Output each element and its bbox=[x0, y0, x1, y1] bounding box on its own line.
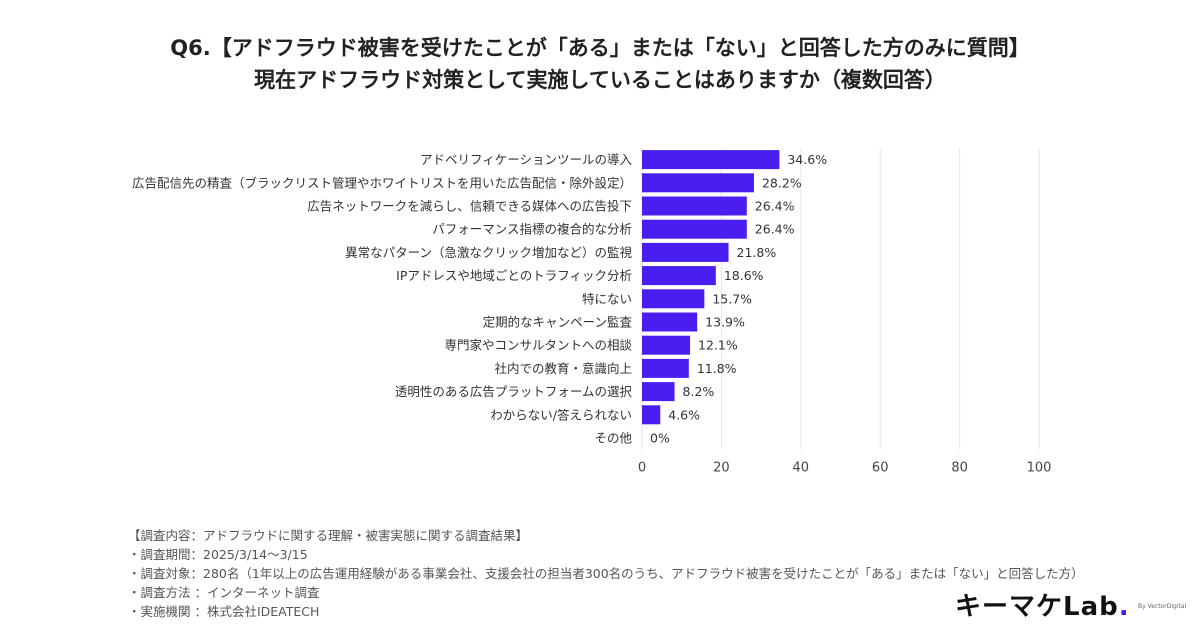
value-label: 26.4% bbox=[755, 222, 795, 237]
bar bbox=[642, 358, 689, 378]
category-label: 広告配信先の精査（ブラックリスト管理やホワイトリストを用いた広告配信・除外設定） bbox=[132, 175, 632, 190]
value-label: 13.9% bbox=[705, 315, 745, 330]
x-tick-label: 0 bbox=[638, 461, 646, 476]
chart-title-line1: Q6.【アドフラウド被害を受けたことが「ある」または「ない」と回答した方のみに質… bbox=[170, 36, 1030, 60]
category-label: パフォーマンス指標の複合的な分析 bbox=[432, 222, 632, 237]
brand-logo-dot: . bbox=[1118, 592, 1130, 622]
value-label: 15.7% bbox=[712, 291, 752, 306]
category-label: その他 bbox=[594, 431, 632, 446]
value-label: 18.6% bbox=[724, 268, 764, 283]
category-label: 異常なパターン（急激なクリック増加など）の監視 bbox=[345, 245, 632, 260]
x-tick-label: 100 bbox=[1027, 461, 1052, 476]
x-tick-label: 40 bbox=[793, 461, 810, 476]
bar bbox=[642, 312, 698, 332]
bar bbox=[642, 242, 729, 262]
value-label: 26.4% bbox=[755, 199, 795, 214]
value-label: 0% bbox=[650, 431, 670, 446]
category-label: 広告ネットワークを減らし、信頼できる媒体への広告投下 bbox=[307, 199, 632, 214]
x-tick-label: 80 bbox=[951, 461, 968, 476]
value-label: 28.2% bbox=[762, 175, 802, 190]
survey-note-org: ・実施機関 ：株式会社IDEATECH bbox=[128, 604, 320, 619]
brand-logo: キーマケLab. bbox=[955, 586, 1130, 623]
value-label: 4.6% bbox=[668, 407, 700, 422]
bar bbox=[642, 150, 780, 170]
bar bbox=[642, 335, 691, 355]
value-label: 8.2% bbox=[683, 384, 715, 399]
bar bbox=[642, 266, 716, 286]
survey-note-period: ・調査期間：2025/3/14〜3/15 bbox=[128, 547, 308, 562]
category-label: 定期的なキャンペーン監査 bbox=[483, 315, 633, 330]
category-label: 社内での教育・意識向上 bbox=[494, 361, 632, 376]
survey-note-target: ・調査対象：280名（1年以上の広告運用経験がある事業会社、支援会社の担当者30… bbox=[128, 566, 1084, 581]
survey-notes: 【調査内容：アドフラウドに関する理解・被害実態に関する調査結果】 ・調査期間：2… bbox=[128, 526, 1084, 621]
brand-logo-text: キーマケLab bbox=[955, 592, 1119, 622]
x-tick-label: 20 bbox=[713, 461, 730, 476]
value-label: 11.8% bbox=[697, 361, 737, 376]
chart-title-line2: 現在アドフラウド対策として実施していることはありますか（複数回答） bbox=[254, 68, 946, 92]
category-label: 透明性のある広告プラットフォームの選択 bbox=[395, 384, 633, 399]
category-label: 専門家やコンサルタントへの相談 bbox=[444, 338, 632, 353]
survey-note-content: 【調査内容：アドフラウドに関する理解・被害実態に関する調査結果】 bbox=[128, 528, 529, 543]
x-tick-label: 60 bbox=[872, 461, 889, 476]
value-label: 34.6% bbox=[787, 152, 827, 167]
survey-note-method: ・調査方法 ：インターネット調査 bbox=[128, 585, 320, 600]
bar bbox=[642, 405, 661, 425]
bar bbox=[642, 289, 705, 309]
bar bbox=[642, 196, 747, 216]
value-label: 21.8% bbox=[737, 245, 777, 260]
bar bbox=[642, 219, 747, 239]
category-label: アドベリフィケーションツールの導入 bbox=[420, 152, 633, 167]
category-label: IPアドレスや地域ごとのトラフィック分析 bbox=[396, 268, 632, 283]
value-label: 12.1% bbox=[698, 338, 738, 353]
category-label: わからない/答えられない bbox=[490, 407, 632, 422]
brand-logo-sub: By VectorDigital bbox=[1138, 603, 1187, 610]
category-label: 特にない bbox=[582, 291, 632, 306]
bar bbox=[642, 173, 754, 193]
bar bbox=[642, 382, 675, 402]
